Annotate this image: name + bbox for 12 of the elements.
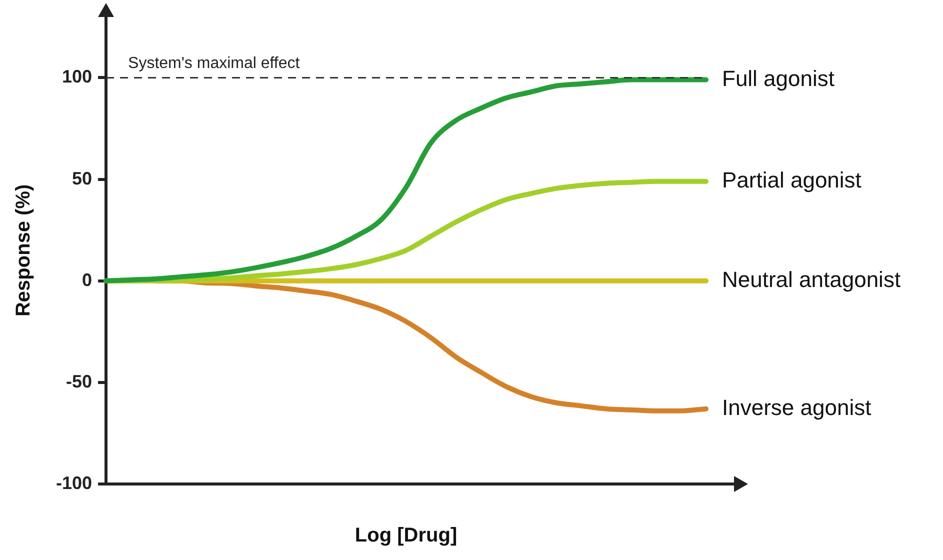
y-tick-label: 100 — [62, 66, 92, 87]
series-label: Partial agonist — [722, 167, 862, 192]
y-tick-label: -100 — [56, 472, 92, 493]
y-tick-label: -50 — [66, 371, 92, 392]
series-label: Neutral antagonist — [722, 266, 901, 292]
series-label: Inverse agonist — [722, 394, 872, 420]
y-tick-label: 0 — [82, 270, 92, 290]
ref-line-label: System's maximal effect — [128, 55, 300, 72]
y-axis-title: Response (%) — [12, 184, 35, 317]
y-tick-label: 50 — [72, 168, 92, 188]
series-label: Full agonist — [722, 66, 835, 91]
x-axis-title: Log [Drug] — [354, 524, 458, 547]
